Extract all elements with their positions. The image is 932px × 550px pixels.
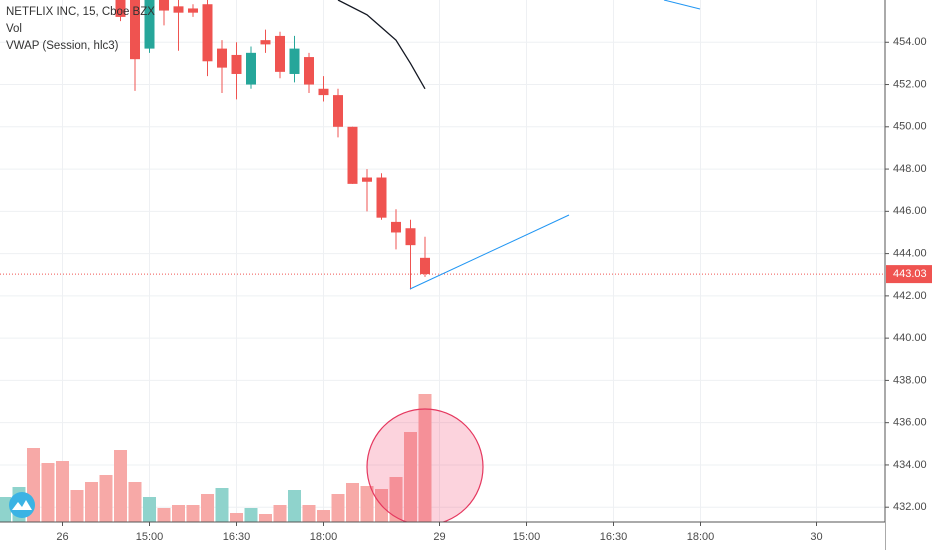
volume-bar	[230, 513, 243, 522]
x-tick-label: 15:00	[136, 531, 164, 543]
volume-bar	[331, 494, 345, 522]
x-tick-label: 18:00	[310, 531, 338, 543]
volume-pane	[0, 394, 432, 522]
candle-body	[188, 8, 198, 13]
y-tick-label: 450.00	[893, 121, 927, 133]
y-tick-label: 448.00	[893, 163, 927, 175]
time-axis-bg	[0, 522, 885, 550]
candle-body	[405, 228, 416, 246]
volume-bar	[157, 508, 171, 522]
volume-bar	[172, 505, 185, 522]
candle-body	[173, 6, 184, 13]
candle-body	[217, 48, 227, 68]
volume-bar	[56, 461, 69, 522]
volume-bar	[143, 497, 156, 522]
volume-bar	[186, 505, 200, 522]
candle-body	[391, 221, 401, 233]
volume-bar	[70, 490, 84, 522]
y-tick-label: 454.00	[893, 36, 927, 48]
y-tick-label: 452.00	[893, 78, 927, 90]
candle-body	[420, 257, 430, 275]
candle-body	[115, 0, 126, 17]
volume-bar	[346, 483, 359, 522]
candle-body	[260, 40, 271, 45]
candle-body	[318, 88, 329, 96]
volume-bar	[360, 486, 374, 522]
axes: 432.00 434.00 436.00 438.00 440.00 442.00 444.…	[56, 36, 932, 543]
vwap-line	[337, 0, 426, 90]
candle-body	[144, 0, 155, 49]
volume-bar	[317, 510, 330, 522]
highlight-circle[interactable]	[366, 408, 484, 526]
candle-body	[289, 48, 300, 74]
last-price-label: 443.03	[893, 268, 927, 280]
logo[interactable]	[9, 492, 35, 518]
volume-bar	[215, 488, 229, 522]
volume-bar	[99, 475, 113, 522]
candle-body	[130, 0, 140, 60]
candle-body	[231, 54, 242, 74]
x-tick-label: 30	[810, 531, 822, 543]
volume-bar	[0, 497, 11, 522]
y-tick-label: 442.00	[893, 290, 927, 302]
volume-bar	[259, 514, 272, 522]
volume-legend[interactable]: Vol	[6, 23, 22, 35]
candle-body	[362, 177, 372, 182]
y-tick-label: 440.00	[893, 332, 927, 344]
volume-bar	[85, 482, 98, 522]
volume-bar	[244, 508, 258, 522]
candle-body	[347, 126, 358, 184]
volume-bar	[288, 490, 301, 522]
candle-body	[304, 57, 314, 85]
x-tick-label: 18:00	[687, 531, 715, 543]
candle-body	[246, 52, 256, 85]
volume-bar	[404, 432, 417, 522]
y-tick-label: 444.00	[893, 248, 927, 260]
x-tick-label: 15:00	[513, 531, 541, 543]
volume-bar	[201, 494, 214, 522]
vwap-legend[interactable]: VWAP (Session, hlc3)	[6, 40, 119, 52]
y-tick-label: 432.00	[893, 501, 927, 513]
trend-line[interactable]	[663, 0, 701, 10]
symbol-legend[interactable]: NETFLIX INC, 15, Cboe BZX	[6, 6, 155, 18]
trend-line[interactable]	[409, 214, 570, 290]
candle-body	[159, 0, 169, 11]
volume-bar	[418, 394, 432, 522]
candle-body	[376, 177, 387, 218]
x-tick-label: 16:30	[600, 531, 628, 543]
y-tick-label: 434.00	[893, 459, 927, 471]
volume-bar	[114, 450, 127, 522]
y-tick-label: 446.00	[893, 205, 927, 217]
y-tick-label: 436.00	[893, 417, 927, 429]
volume-bar	[302, 505, 316, 522]
price-pane	[0, 0, 885, 290]
last-price-tag	[886, 265, 932, 284]
x-tick-label: 16:30	[223, 531, 251, 543]
volume-bar	[41, 463, 55, 522]
volume-bar	[389, 477, 403, 522]
candle-body	[202, 4, 213, 62]
volume-bar	[128, 482, 142, 522]
x-tick-label: 29	[433, 531, 445, 543]
candle-body	[333, 95, 343, 127]
candle-body	[275, 35, 285, 72]
volume-bar	[273, 505, 287, 522]
x-tick-label: 26	[56, 531, 68, 543]
y-tick-label: 438.00	[893, 374, 927, 386]
